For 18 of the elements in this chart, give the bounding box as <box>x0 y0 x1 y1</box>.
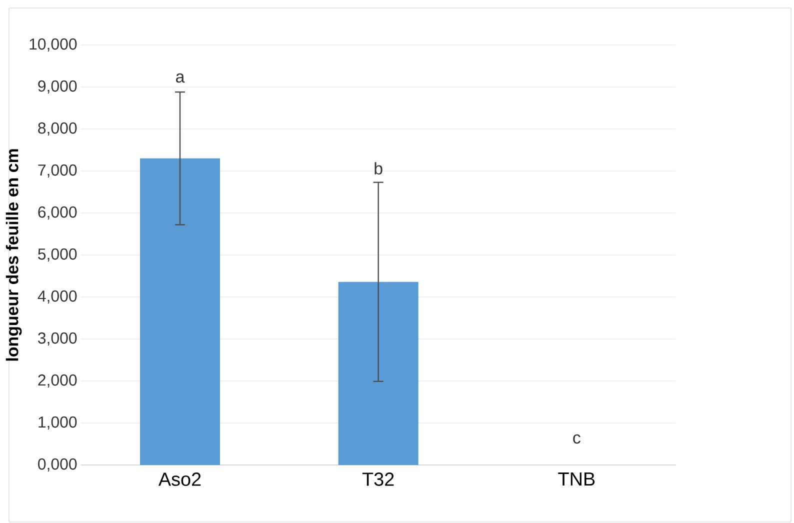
x-tick-label: T32 <box>362 472 394 486</box>
annotation: c <box>573 434 580 444</box>
x-tick-label: Aso2 <box>158 472 201 486</box>
y-tick-label: 0,000 <box>38 458 77 472</box>
y-tick-label: 5,000 <box>38 248 77 262</box>
y-tick-label: 7,000 <box>38 164 77 178</box>
x-tick-label: TNB <box>558 472 595 486</box>
y-tick-label: 8,000 <box>38 122 77 136</box>
y-tick-label: 1,000 <box>38 416 77 430</box>
y-tick-label: 9,000 <box>38 80 77 94</box>
annotation: b <box>374 162 382 175</box>
y-tick-label: 3,000 <box>38 332 77 346</box>
y-tick-label: 2,000 <box>38 374 77 388</box>
y-tick-label: 6,000 <box>38 206 77 220</box>
y-tick-label: 4,000 <box>38 290 77 304</box>
y-axis-title: longueur des feuille en cm <box>6 149 22 361</box>
y-tick-label: 10,000 <box>30 38 77 52</box>
annotation: a <box>176 73 185 83</box>
